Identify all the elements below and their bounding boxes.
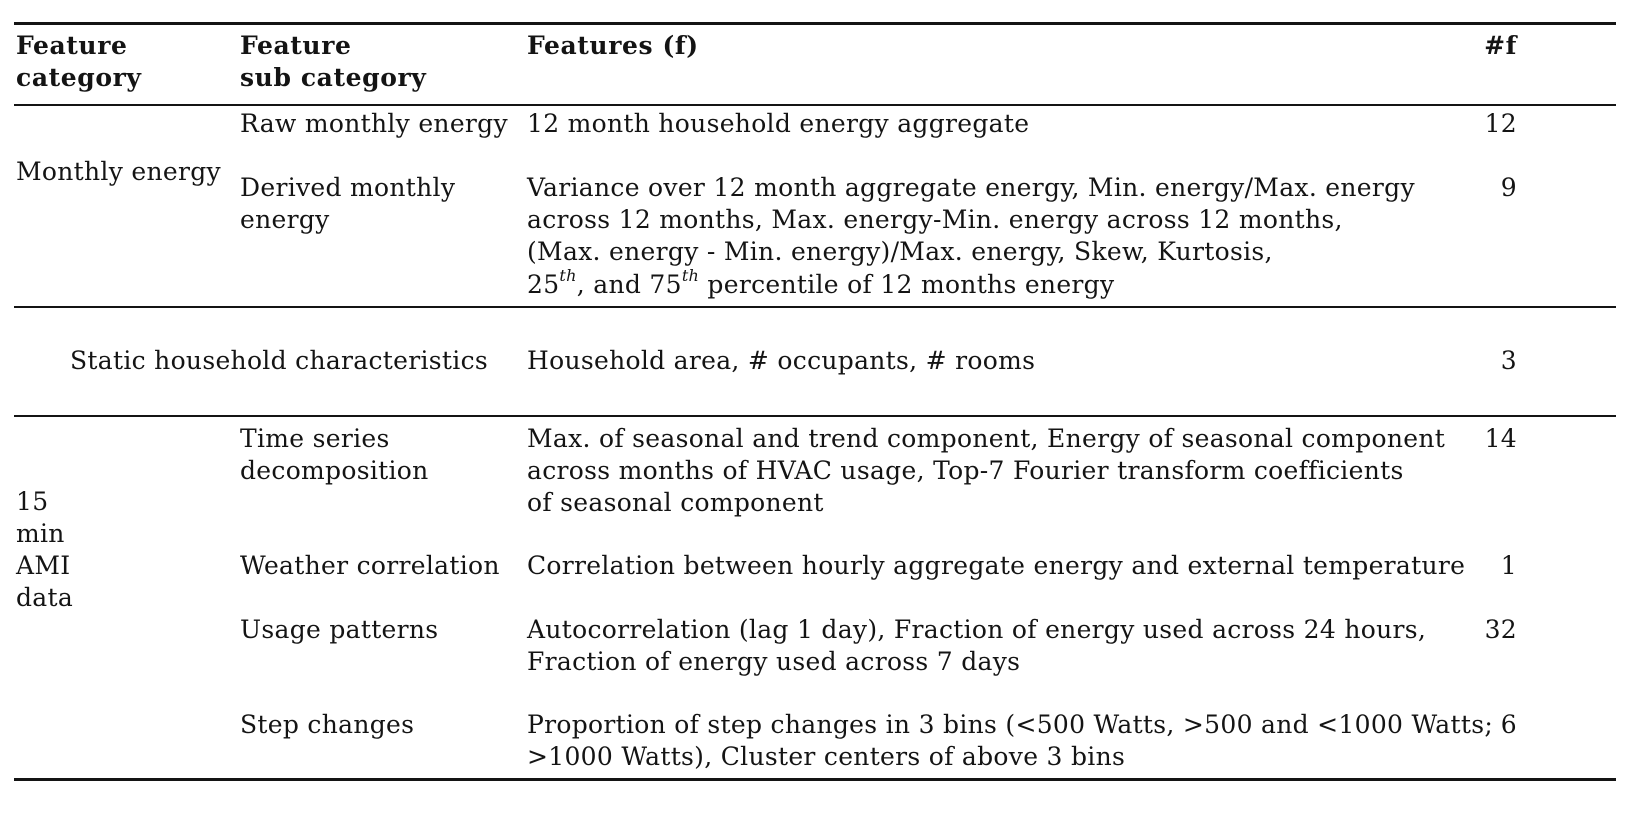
features-static-household: Household area, # occupants, # rooms bbox=[527, 346, 1036, 375]
features-weather-correlation: Correlation between hourly aggregate ene… bbox=[527, 551, 1466, 580]
features-step-changes-line-2: >1000 Watts), Cluster centers of above 3… bbox=[527, 742, 1126, 771]
features-raw-monthly-energy: 12 month household energy aggregate bbox=[527, 109, 1030, 138]
category-ami-line-4: data bbox=[16, 583, 74, 612]
group-rule-1 bbox=[14, 306, 1616, 308]
count-weather-correlation: 1 bbox=[1500, 551, 1517, 580]
count-time-series: 14 bbox=[1484, 424, 1517, 453]
header-category-line-1: Feature bbox=[16, 31, 128, 60]
category-ami-line-2: min bbox=[16, 519, 65, 548]
superscript-th-1: th bbox=[559, 266, 577, 285]
top-rule bbox=[14, 22, 1616, 25]
features-time-series-line-2: across months of HVAC usage, Top-7 Fouri… bbox=[527, 456, 1404, 485]
features-usage-patterns-line-2: Fraction of energy used across 7 days bbox=[527, 647, 1021, 676]
category-ami-line-3: AMI bbox=[16, 551, 71, 580]
group-rule-2 bbox=[14, 415, 1616, 417]
bottom-rule bbox=[14, 778, 1616, 781]
features-usage-patterns-line-1: Autocorrelation (lag 1 day), Fraction of… bbox=[527, 615, 1427, 644]
category-static-household: Static household characteristics bbox=[70, 346, 488, 375]
subcategory-usage-patterns: Usage patterns bbox=[240, 615, 439, 644]
header-features: Features (f) bbox=[527, 31, 699, 60]
count-usage-patterns: 32 bbox=[1484, 615, 1517, 644]
count-step-changes: 6 bbox=[1500, 710, 1517, 739]
header-count: #f bbox=[1484, 31, 1517, 60]
percentile-tail: percentile of 12 months energy bbox=[699, 270, 1115, 299]
features-derived-line-2: across 12 months, Max. energy-Min. energ… bbox=[527, 205, 1343, 234]
subcategory-time-series-line-1: Time series bbox=[240, 424, 390, 453]
subcategory-weather-correlation: Weather correlation bbox=[240, 551, 500, 580]
category-monthly-energy: Monthly energy bbox=[16, 157, 221, 186]
subcategory-raw-monthly-energy: Raw monthly energy bbox=[240, 109, 508, 138]
header-rule bbox=[14, 104, 1616, 106]
features-derived-line-3: (Max. energy - Min. energy)/Max. energy,… bbox=[527, 237, 1273, 266]
count-raw-monthly-energy: 12 bbox=[1484, 109, 1517, 138]
features-time-series-line-3: of seasonal component bbox=[527, 488, 824, 517]
features-time-series-line-1: Max. of seasonal and trend component, En… bbox=[527, 424, 1446, 453]
header-subcategory-line-1: Feature bbox=[240, 31, 352, 60]
subcategory-derived-line-1: Derived monthly bbox=[240, 173, 456, 202]
features-step-changes-line-1: Proportion of step changes in 3 bins (<5… bbox=[527, 710, 1494, 739]
subcategory-step-changes: Step changes bbox=[240, 710, 415, 739]
subcategory-derived-line-2: energy bbox=[240, 205, 330, 234]
subcategory-time-series-line-2: decomposition bbox=[240, 456, 429, 485]
percentile-25: 25 bbox=[527, 270, 560, 299]
count-static-household: 3 bbox=[1500, 346, 1517, 375]
features-derived-line-4: 25th, and 75th percentile of 12 months e… bbox=[527, 266, 1115, 305]
category-ami-line-1: 15 bbox=[16, 487, 49, 516]
count-derived-monthly-energy: 9 bbox=[1500, 173, 1517, 202]
header-subcategory-line-2: sub category bbox=[240, 63, 427, 92]
superscript-th-2: th bbox=[681, 266, 700, 285]
features-derived-line-1: Variance over 12 month aggregate energy,… bbox=[527, 173, 1415, 202]
percentile-75: , and 75 bbox=[576, 270, 682, 299]
header-category-line-2: category bbox=[16, 63, 142, 92]
